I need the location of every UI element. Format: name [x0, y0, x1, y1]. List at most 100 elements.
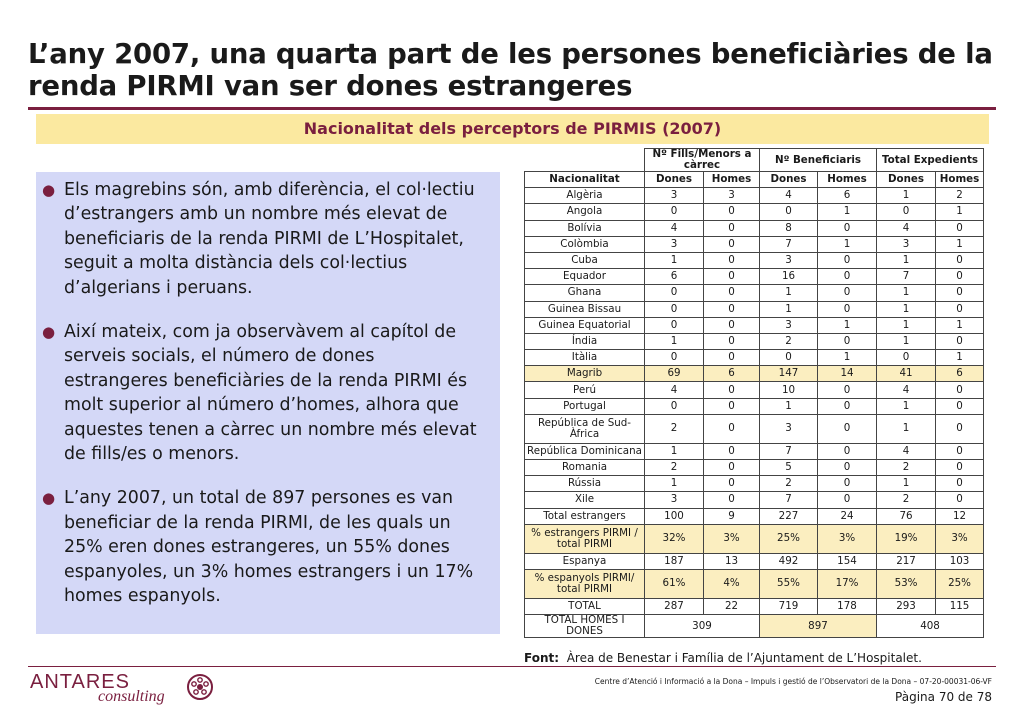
table-row: Bolívia 4 0 8 0 4 0: [524, 219, 985, 237]
cell-value: 187: [644, 552, 704, 570]
cell-value: 0: [816, 284, 878, 302]
cell-value: 0: [935, 251, 985, 270]
cell-value: 8: [759, 219, 818, 237]
cell-value: 0: [816, 219, 878, 237]
bullet-text: L’any 2007, un total de 897 persones es …: [64, 488, 474, 607]
cell-value: 0: [935, 332, 985, 351]
cell-value: 217: [876, 552, 937, 570]
cell-value: 3: [644, 235, 704, 253]
column-header: Nacionalitat: [524, 170, 645, 189]
column-header: Dones: [644, 170, 704, 189]
bullet-text: Els magrebins són, amb diferència, el co…: [64, 180, 475, 298]
cell-value: 0: [816, 413, 878, 444]
cell-value: 0: [703, 397, 760, 415]
cell-value: 7: [876, 268, 937, 286]
cell-value: 3: [759, 413, 818, 444]
cell-value: 0: [644, 284, 704, 302]
cell-value: 0: [935, 300, 985, 318]
cell-value: 0: [703, 332, 760, 351]
table-row: % espanyols PIRMI/ total PIRMI 61% 4% 55% 17…: [524, 568, 985, 599]
column-header: Homes: [703, 170, 760, 189]
row-label: Xile: [524, 491, 645, 509]
cell-value: 0: [644, 349, 704, 367]
cell-value: 293: [876, 597, 937, 616]
cell-value: 0: [703, 458, 760, 477]
cell-value: 1: [876, 475, 937, 493]
bullet-icon: ●: [42, 181, 56, 199]
cell-value: 2: [759, 332, 818, 351]
page-title: L’any 2007, una quarta part de les perso…: [28, 38, 993, 102]
cell-value: 0: [935, 284, 985, 302]
cell-value: 227: [759, 507, 818, 525]
footer-divider: [28, 666, 996, 667]
cell-value: 4: [876, 381, 937, 399]
cell-value: 2: [759, 475, 818, 493]
cell-value: 1: [876, 332, 937, 351]
cell-value: 9: [703, 507, 760, 525]
cell-value: 0: [703, 251, 760, 270]
cell-value: 0: [816, 458, 878, 477]
cell-value: 3: [703, 187, 760, 205]
cell-value: 14: [816, 365, 878, 383]
group-header-fills: Nº Fills/Menors a càrrec: [644, 148, 760, 172]
cell-value: 2: [876, 458, 937, 477]
cell-value: 1: [935, 203, 985, 221]
table-row: Total estrangers 100 9 227 24 76 12: [524, 507, 985, 525]
table-header-row: Nacionalitat Dones Homes Dones Homes Don…: [524, 170, 985, 189]
row-label: Perú: [524, 381, 645, 399]
cell-value: 3%: [816, 523, 878, 554]
cell-value: 4: [876, 219, 937, 237]
cell-value: 0: [703, 349, 760, 367]
cell-value: 0: [703, 284, 760, 302]
cell-value: 1: [935, 316, 985, 334]
row-label: Guinea Bissau: [524, 300, 645, 318]
cell-value: 6: [703, 365, 760, 383]
cell-value: 1: [876, 316, 937, 334]
cell-value: 4: [759, 187, 818, 205]
table-body: Algèria 3 3 4 6 1 2 Angola 0 0 0 1 0 1 Bolívia 4 0 8 0 4 0 Co…: [524, 187, 985, 616]
cell-value: 76: [876, 507, 937, 525]
cell-value: 0: [703, 203, 760, 221]
column-header: Dones: [759, 170, 818, 189]
bullet-item: ● Els magrebins són, amb diferència, el c…: [42, 178, 478, 300]
table-row: Angola 0 0 0 1 0 1: [524, 203, 985, 221]
cell-value: 2: [644, 413, 704, 444]
column-header: Homes: [816, 170, 878, 189]
row-label: Romania: [524, 458, 645, 477]
cell-value: 2: [935, 187, 985, 205]
table-row: Índia 1 0 2 0 1 0: [524, 332, 985, 351]
cell-value: 6: [644, 268, 704, 286]
cell-value: 178: [816, 597, 878, 616]
cell-value: 1: [935, 349, 985, 367]
row-label: Bolívia: [524, 219, 645, 237]
cell-value: 10: [759, 381, 818, 399]
table-row: República de Sud-Àfrica 2 0 3 0 1 0: [524, 413, 985, 444]
cell-value: 287: [644, 597, 704, 616]
source-label: Font:: [524, 651, 560, 665]
cell-value: 0: [703, 235, 760, 253]
row-label: Total estrangers: [524, 507, 645, 525]
cell-value: 0: [703, 491, 760, 509]
row-label: % espanyols PIRMI/ total PIRMI: [524, 568, 645, 599]
cell-value: 0: [935, 442, 985, 461]
row-label: Guinea Equatorial: [524, 316, 645, 334]
table-row: Algèria 3 3 4 6 1 2: [524, 187, 985, 205]
cell-value: 0: [816, 442, 878, 461]
table-row: Ghana 0 0 1 0 1 0: [524, 284, 985, 302]
table-row: Magrib 69 6 147 14 41 6: [524, 365, 985, 383]
total-value-expedients: 408: [876, 614, 985, 639]
bullet-icon: ●: [42, 489, 56, 508]
cell-value: 0: [703, 300, 760, 318]
table-row: Romania 2 0 5 0 2 0: [524, 458, 985, 477]
bullet-panel: ● Els magrebins són, amb diferència, el c…: [36, 172, 500, 634]
cell-value: 16: [759, 268, 818, 286]
cell-value: 2: [644, 458, 704, 477]
cell-value: 3: [759, 251, 818, 270]
table-row: República Dominicana 1 0 7 0 4 0: [524, 442, 985, 461]
row-label: Portugal: [524, 397, 645, 415]
bullet-item: ● L’any 2007, un total de 897 persones es…: [42, 486, 478, 608]
table-row: Xile 3 0 7 0 2 0: [524, 491, 985, 509]
antares-logo: ANTARES consulting: [30, 671, 165, 705]
cell-value: 1: [644, 332, 704, 351]
cell-value: 1: [876, 413, 937, 444]
